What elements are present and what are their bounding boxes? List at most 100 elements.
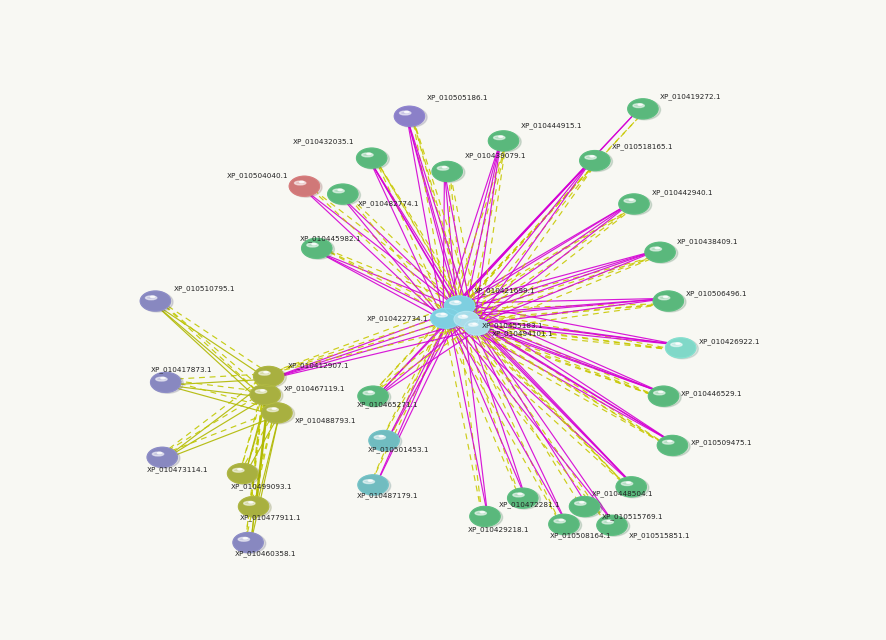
Ellipse shape: [618, 478, 649, 498]
Ellipse shape: [438, 166, 448, 170]
Ellipse shape: [575, 501, 586, 505]
Ellipse shape: [361, 153, 373, 157]
Text: XP_010508164.1: XP_010508164.1: [550, 532, 611, 540]
Text: XP_010421699.1: XP_010421699.1: [473, 287, 535, 294]
Ellipse shape: [559, 519, 563, 521]
Ellipse shape: [358, 149, 389, 169]
Ellipse shape: [654, 292, 686, 312]
Ellipse shape: [450, 301, 461, 305]
Ellipse shape: [446, 297, 478, 317]
Ellipse shape: [598, 516, 630, 536]
Ellipse shape: [658, 391, 663, 393]
Ellipse shape: [607, 520, 611, 522]
Text: XP_010455183.1: XP_010455183.1: [482, 322, 543, 328]
Ellipse shape: [550, 515, 581, 535]
Ellipse shape: [272, 408, 276, 410]
Ellipse shape: [312, 243, 316, 245]
Ellipse shape: [621, 482, 633, 486]
Ellipse shape: [151, 372, 181, 392]
Ellipse shape: [262, 403, 292, 423]
Text: XP_010494101.1: XP_010494101.1: [492, 331, 554, 337]
Ellipse shape: [358, 386, 388, 406]
Ellipse shape: [602, 520, 613, 524]
Ellipse shape: [244, 501, 255, 505]
Ellipse shape: [379, 436, 384, 437]
Ellipse shape: [597, 515, 627, 535]
Ellipse shape: [458, 316, 468, 318]
Text: XP_010426922.1: XP_010426922.1: [698, 339, 760, 346]
Ellipse shape: [462, 316, 466, 317]
Text: XP_010460358.1: XP_010460358.1: [234, 550, 296, 557]
Ellipse shape: [140, 291, 170, 311]
Ellipse shape: [650, 247, 662, 251]
Ellipse shape: [328, 184, 358, 204]
Ellipse shape: [369, 431, 399, 451]
Text: XP_010445982.1: XP_010445982.1: [300, 235, 361, 242]
Ellipse shape: [616, 477, 646, 497]
Ellipse shape: [471, 508, 502, 527]
Ellipse shape: [433, 163, 465, 182]
Ellipse shape: [244, 538, 247, 539]
Ellipse shape: [254, 367, 286, 387]
Ellipse shape: [464, 319, 489, 335]
Ellipse shape: [161, 378, 165, 379]
Ellipse shape: [400, 111, 411, 115]
Ellipse shape: [367, 153, 371, 155]
Ellipse shape: [263, 404, 294, 424]
Ellipse shape: [229, 465, 260, 484]
Ellipse shape: [151, 296, 155, 298]
Text: XP_010504040.1: XP_010504040.1: [227, 172, 288, 179]
Ellipse shape: [649, 387, 681, 407]
Ellipse shape: [260, 390, 265, 391]
Ellipse shape: [264, 371, 268, 373]
Text: XP_010442940.1: XP_010442940.1: [652, 189, 713, 196]
Ellipse shape: [259, 371, 270, 375]
Ellipse shape: [480, 511, 485, 513]
Ellipse shape: [465, 320, 491, 336]
Ellipse shape: [665, 338, 696, 358]
Text: XP_010429218.1: XP_010429218.1: [468, 526, 529, 532]
Ellipse shape: [358, 475, 388, 495]
Text: XP_010439079.1: XP_010439079.1: [464, 152, 526, 159]
Ellipse shape: [676, 343, 680, 344]
Text: XP_010515769.1: XP_010515769.1: [602, 513, 664, 520]
Text: XP_010417873.1: XP_010417873.1: [151, 367, 212, 373]
Text: XP_010515851.1: XP_010515851.1: [629, 532, 691, 540]
Ellipse shape: [513, 493, 525, 497]
Ellipse shape: [645, 243, 675, 262]
Ellipse shape: [638, 104, 642, 106]
Ellipse shape: [494, 136, 505, 140]
Ellipse shape: [145, 296, 157, 300]
Ellipse shape: [633, 104, 644, 108]
Ellipse shape: [658, 436, 690, 456]
Ellipse shape: [671, 343, 682, 346]
Ellipse shape: [663, 440, 674, 444]
Ellipse shape: [436, 313, 447, 317]
Text: XP_010444915.1: XP_010444915.1: [521, 123, 582, 129]
Ellipse shape: [620, 195, 651, 215]
Ellipse shape: [469, 323, 478, 326]
Ellipse shape: [233, 532, 263, 552]
Ellipse shape: [249, 502, 253, 503]
Text: XP_010412907.1: XP_010412907.1: [288, 362, 349, 369]
Text: XP_010477911.1: XP_010477911.1: [240, 515, 301, 521]
Ellipse shape: [664, 296, 668, 298]
Ellipse shape: [445, 296, 475, 316]
Ellipse shape: [509, 489, 540, 509]
Ellipse shape: [489, 132, 521, 152]
Ellipse shape: [233, 468, 244, 472]
Ellipse shape: [656, 247, 659, 249]
Ellipse shape: [294, 181, 306, 185]
Text: XP_010505186.1: XP_010505186.1: [426, 94, 488, 101]
Ellipse shape: [629, 100, 661, 120]
Ellipse shape: [228, 463, 258, 483]
Ellipse shape: [156, 377, 167, 381]
Ellipse shape: [369, 391, 372, 393]
Text: XP_010419272.1: XP_010419272.1: [660, 93, 721, 100]
Ellipse shape: [359, 387, 391, 407]
Ellipse shape: [624, 199, 635, 203]
Text: XP_010448504.1: XP_010448504.1: [591, 490, 653, 497]
Ellipse shape: [432, 161, 462, 181]
Ellipse shape: [289, 176, 320, 196]
Text: XP_010501453.1: XP_010501453.1: [368, 446, 429, 452]
